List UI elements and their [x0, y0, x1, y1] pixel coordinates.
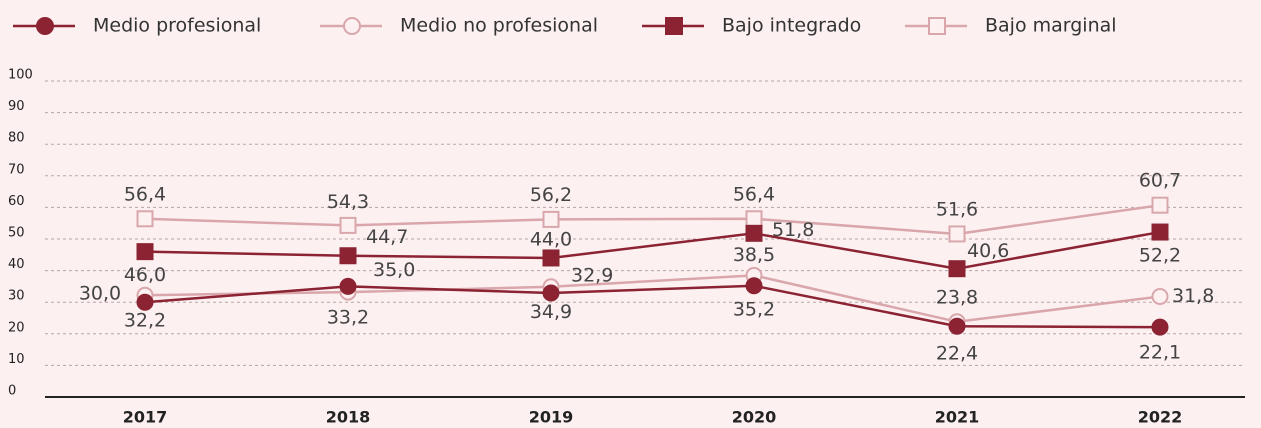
marker — [339, 216, 357, 234]
data-label: 44,7 — [366, 226, 408, 248]
legend-label: Bajo marginal — [985, 15, 1117, 37]
series-line — [144, 274, 1161, 324]
data-label: 51,6 — [936, 198, 978, 220]
data-label: 23,8 — [936, 286, 978, 308]
marker — [948, 225, 966, 243]
data-label: 38,5 — [733, 244, 775, 266]
marker — [542, 210, 560, 228]
marker — [745, 210, 763, 228]
data-label: 46,0 — [124, 264, 166, 286]
marker — [339, 277, 357, 295]
y-tick-label: 60 — [8, 194, 25, 209]
marker — [542, 249, 560, 267]
x-tick-label: 2021 — [935, 408, 980, 427]
data-label: 56,4 — [733, 183, 775, 205]
data-label: 60,7 — [1139, 170, 1181, 192]
legend-label: Bajo integrado — [722, 15, 861, 37]
data-label: 22,1 — [1139, 342, 1181, 364]
x-tick-label: 2019 — [529, 408, 574, 427]
data-label: 52,2 — [1139, 245, 1181, 267]
data-label: 35,2 — [733, 298, 775, 320]
data-label: 35,0 — [373, 259, 415, 281]
x-tick-label: 2017 — [123, 408, 168, 427]
legend-marker — [928, 17, 946, 35]
y-tick-label: 100 — [8, 68, 33, 83]
data-label: 54,3 — [327, 191, 369, 213]
data-label: 22,4 — [936, 343, 978, 365]
data-label: 56,4 — [124, 183, 166, 205]
y-tick-label: 20 — [8, 320, 25, 335]
marker — [542, 284, 560, 302]
data-label: 34,9 — [530, 301, 572, 323]
marker — [948, 317, 966, 335]
series-line — [144, 203, 1161, 236]
marker — [136, 210, 154, 228]
data-label: 56,2 — [530, 184, 572, 206]
legend-marker — [36, 17, 54, 35]
data-label: 44,0 — [530, 228, 572, 250]
marker — [1151, 223, 1169, 241]
marker — [1151, 318, 1169, 336]
marker — [745, 224, 763, 242]
data-label: 51,8 — [772, 219, 814, 241]
x-tick-label: 2022 — [1138, 408, 1183, 427]
y-tick-label: 80 — [8, 131, 25, 146]
data-label: 30,0 — [79, 283, 121, 305]
data-label: 32,9 — [571, 265, 613, 287]
marker — [745, 277, 763, 295]
series-line — [144, 230, 1161, 270]
x-tick-label: 2018 — [326, 408, 371, 427]
marker — [948, 260, 966, 278]
marker — [136, 243, 154, 261]
y-tick-label: 70 — [8, 162, 25, 177]
y-tick-label: 10 — [8, 352, 25, 367]
series-line — [144, 284, 1161, 329]
data-label: 33,2 — [327, 307, 369, 329]
y-tick-label: 0 — [8, 384, 16, 399]
legend-marker — [343, 17, 361, 35]
y-tick-label: 40 — [8, 257, 25, 272]
y-tick-label: 30 — [8, 289, 25, 304]
y-tick-label: 90 — [8, 99, 25, 114]
marker — [339, 247, 357, 265]
marker — [1151, 288, 1169, 306]
legend-label: Medio profesional — [93, 15, 261, 37]
data-label: 31,8 — [1172, 285, 1214, 307]
legend-label: Medio no profesional — [400, 15, 598, 37]
data-label: 40,6 — [967, 240, 1009, 262]
y-tick-label: 50 — [8, 226, 25, 241]
marker — [136, 293, 154, 311]
data-label: 32,2 — [124, 310, 166, 332]
marker — [1151, 196, 1169, 214]
legend-marker — [665, 17, 683, 35]
x-tick-label: 2020 — [732, 408, 777, 427]
